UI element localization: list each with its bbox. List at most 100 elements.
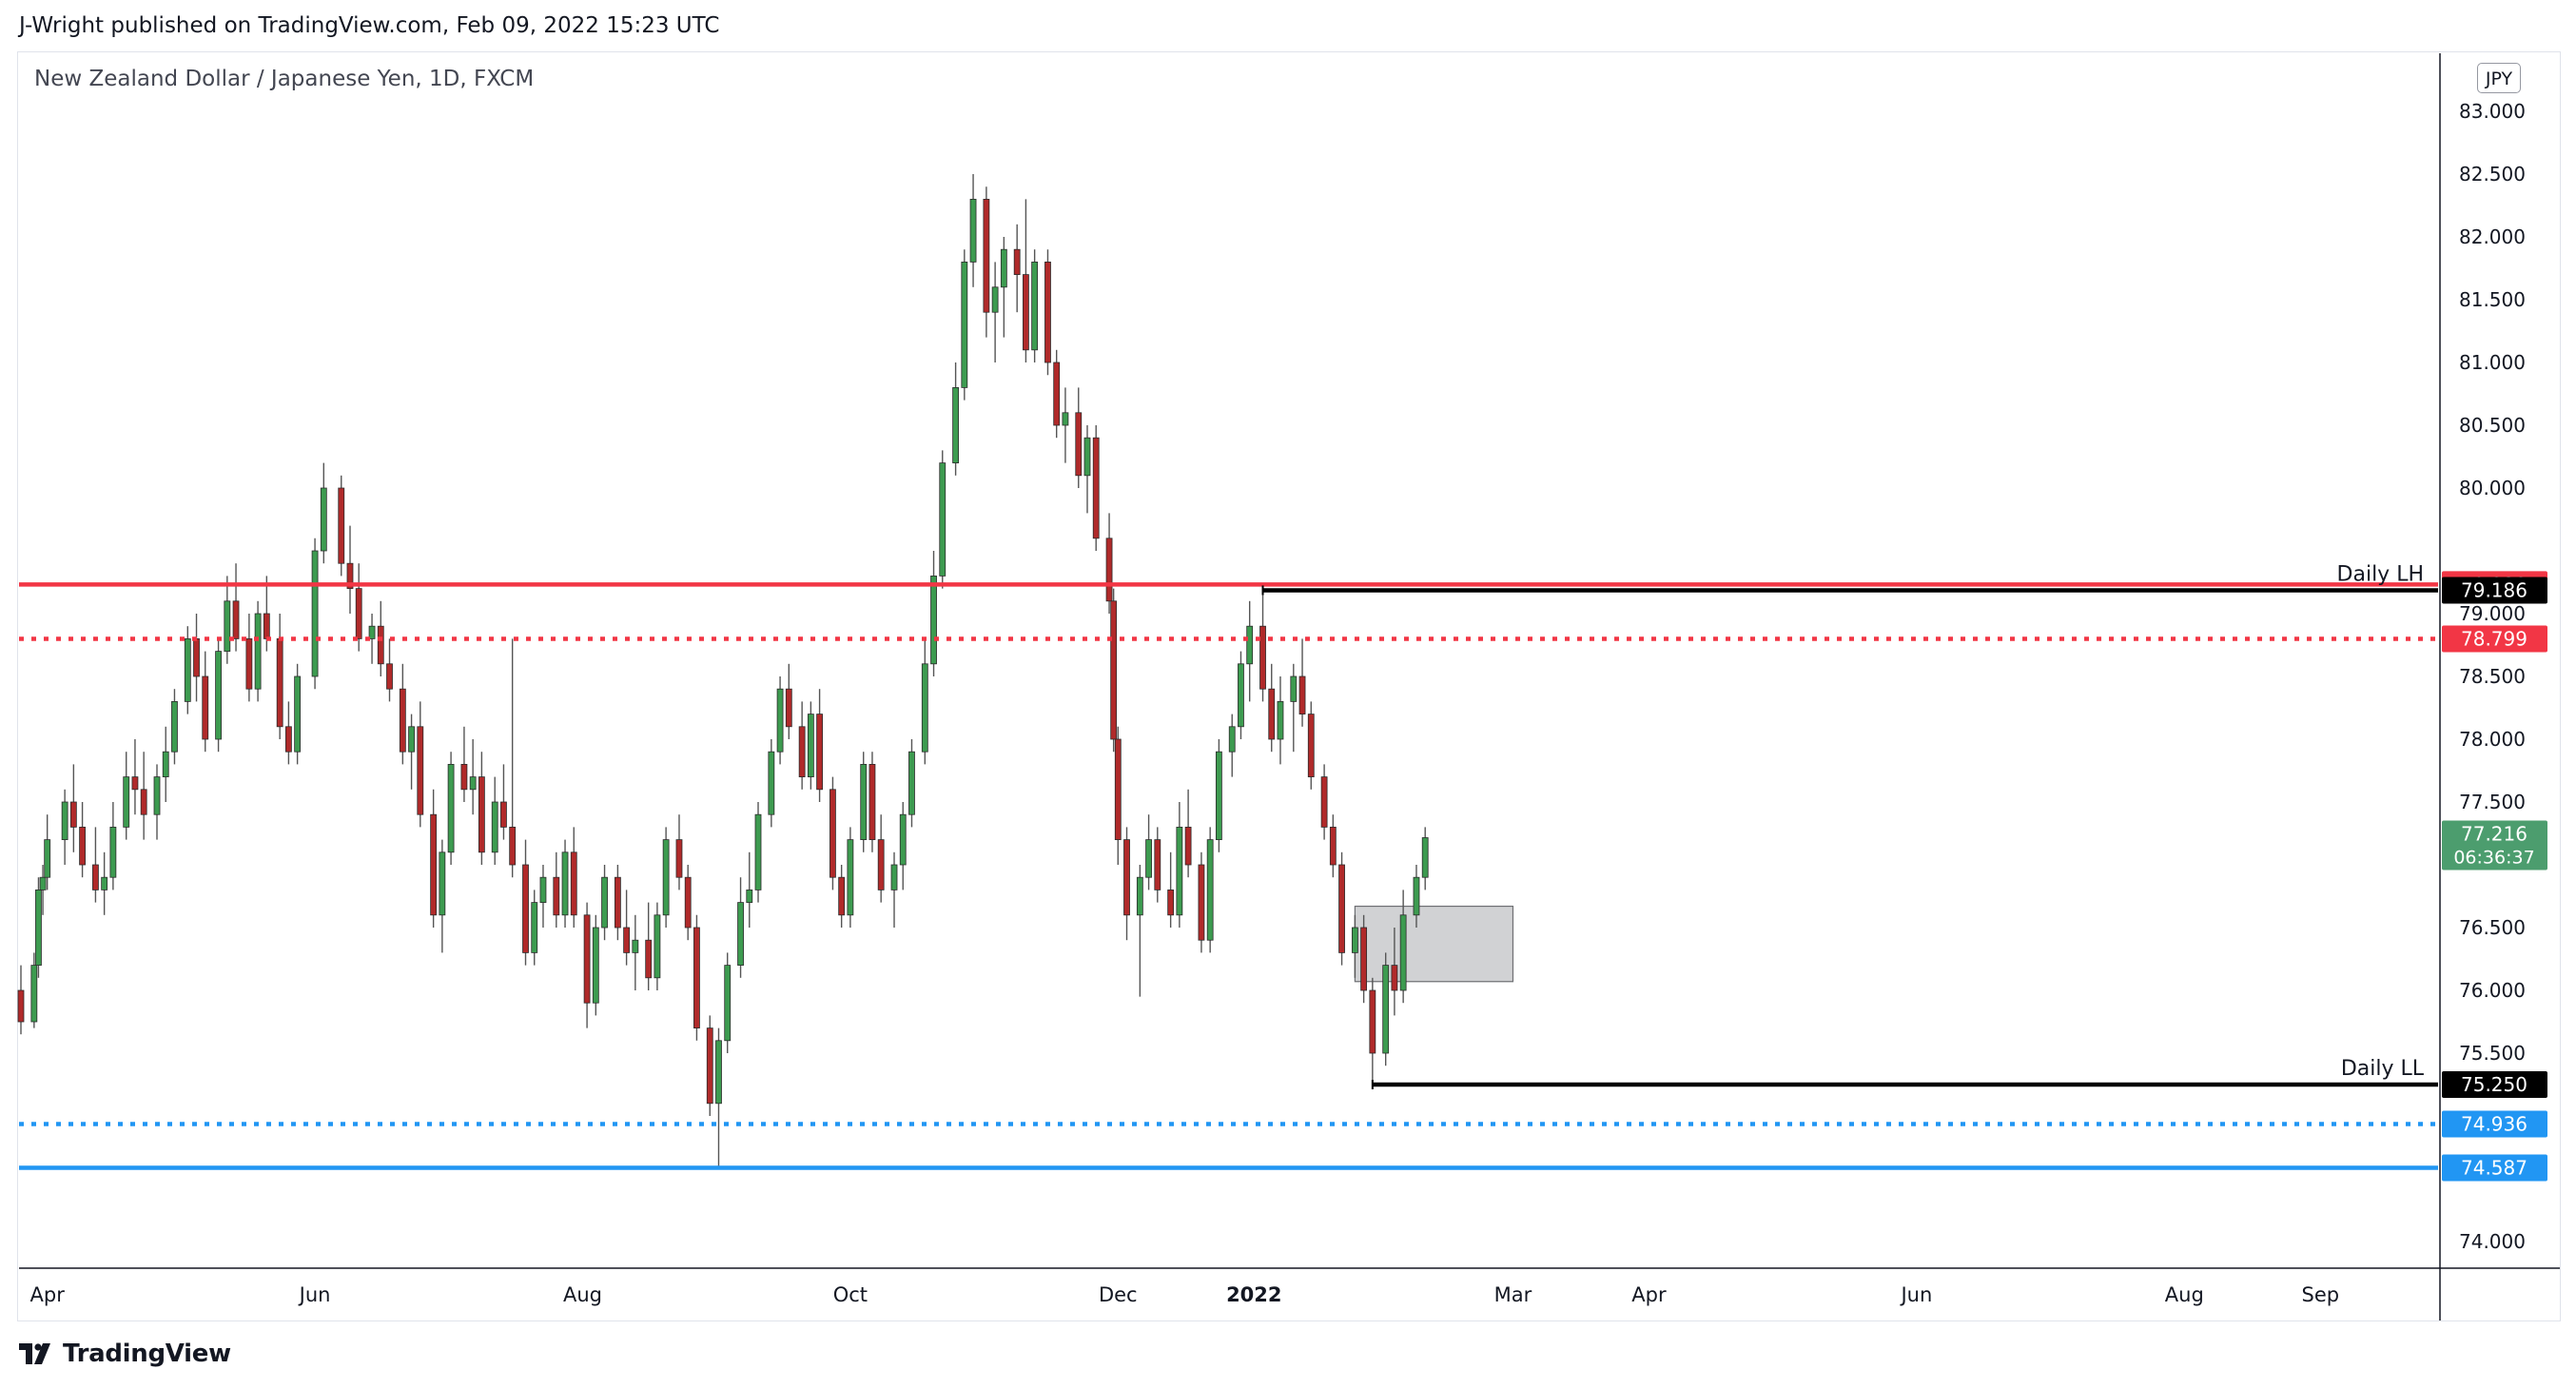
candle-body xyxy=(1228,726,1236,753)
candle-body xyxy=(939,462,946,577)
y-tick-label: 76.000 xyxy=(2459,979,2526,1002)
candle-body xyxy=(386,663,393,690)
candle-body xyxy=(1369,989,1376,1054)
candle-body xyxy=(184,638,191,702)
candle-body xyxy=(583,914,591,1004)
candle-body xyxy=(816,714,823,791)
y-tick-label: 75.500 xyxy=(2459,1042,2526,1065)
candle-body xyxy=(1184,827,1192,866)
candle-body xyxy=(654,914,661,979)
axes-layer: 74.000 75.500 76.000 76.500 77.500 78.000 78.5… xyxy=(19,53,2560,1321)
candle-body xyxy=(491,801,498,853)
tradingview-wordmark: TradingView xyxy=(63,1340,231,1368)
candle-body xyxy=(785,688,792,728)
chart-frame xyxy=(17,51,2561,1321)
y-tick-label: 74.000 xyxy=(2459,1230,2526,1253)
candle-body xyxy=(39,876,47,890)
candle-body xyxy=(368,625,376,639)
candle-body xyxy=(69,801,77,828)
candle-body xyxy=(193,638,200,677)
y-tick-label: 79.000 xyxy=(2459,602,2526,625)
x-tick-label: Aug xyxy=(2165,1283,2204,1306)
candle-body xyxy=(715,1040,722,1105)
candle-body xyxy=(123,776,130,828)
x-tick-label: Oct xyxy=(833,1283,868,1306)
tradingview-logo[interactable]: TradingView xyxy=(19,1340,231,1368)
y-tick-label: 82.500 xyxy=(2459,163,2526,186)
candle-body xyxy=(153,776,161,815)
candle-body xyxy=(969,198,977,263)
candle-body xyxy=(1238,663,1244,728)
x-tick-label: Jun xyxy=(1899,1283,1932,1306)
candle-body xyxy=(109,827,117,878)
candle-body xyxy=(131,776,139,791)
candle-body xyxy=(1391,965,1398,991)
price-tag-label: 74.587 xyxy=(2461,1157,2527,1180)
candle-body xyxy=(245,638,253,690)
candle-body xyxy=(417,726,424,815)
candle-body xyxy=(890,864,898,890)
candle-body xyxy=(860,764,868,841)
candle-body xyxy=(1413,876,1420,916)
y-tick-label: 83.000 xyxy=(2459,100,2526,123)
candle-body xyxy=(408,726,415,753)
currency-button[interactable]: JPY xyxy=(2477,63,2521,93)
candle-body xyxy=(202,675,209,740)
candle-body xyxy=(737,902,744,966)
price-tag xyxy=(2442,1154,2547,1182)
x-tick-label: Mar xyxy=(1494,1283,1532,1306)
candle-body xyxy=(320,487,327,552)
daily-level-label: Daily LH xyxy=(2337,562,2424,586)
price-tag-label: 75.250 xyxy=(2461,1073,2527,1096)
candle-body xyxy=(1246,625,1254,665)
candle-body xyxy=(215,651,222,740)
candle-body xyxy=(539,876,547,904)
candle-body xyxy=(1105,538,1113,602)
candle-body xyxy=(294,675,302,753)
candle-body xyxy=(623,927,631,953)
candle-body xyxy=(601,876,608,929)
candle-body xyxy=(1062,412,1069,426)
candle-body xyxy=(224,600,231,652)
candle-body xyxy=(30,965,38,1023)
candle-body xyxy=(346,562,354,590)
daily-level-label: Daily LL xyxy=(2341,1057,2425,1081)
countdown-label: 06:36:37 xyxy=(2453,847,2534,868)
price-tag xyxy=(2442,1071,2547,1098)
price-tag-label: 79.186 xyxy=(2461,578,2527,601)
candle-body xyxy=(35,890,42,967)
zones-layer xyxy=(1354,905,1514,983)
candle-body xyxy=(478,776,485,853)
candle-body xyxy=(798,726,806,777)
candle-body xyxy=(500,801,507,828)
y-tick-label: 81.500 xyxy=(2459,288,2526,311)
candle-body xyxy=(1329,827,1337,866)
x-tick-label: Apr xyxy=(30,1283,66,1306)
candle-body xyxy=(1092,437,1100,539)
candle-body xyxy=(983,198,990,313)
publish-info: J-Wright published on TradingView.com, F… xyxy=(19,13,720,38)
candle-body xyxy=(1154,839,1161,890)
candle-body xyxy=(991,286,999,313)
candle-body xyxy=(1307,714,1315,777)
x-tick-label: Aug xyxy=(563,1283,602,1306)
price-tag xyxy=(2442,1110,2547,1138)
candle-body xyxy=(101,876,108,890)
candle-body xyxy=(838,876,846,916)
candle-body xyxy=(877,839,885,890)
candle-body xyxy=(285,726,292,753)
candle-body xyxy=(553,876,560,916)
tradingview-icon xyxy=(19,1343,50,1364)
candle-body xyxy=(1136,876,1143,916)
candle-body xyxy=(447,764,455,853)
candle-body xyxy=(645,939,653,979)
candle-body xyxy=(561,851,569,916)
candle-body xyxy=(1421,837,1429,878)
candle-body xyxy=(1206,839,1214,941)
candle-body xyxy=(1215,751,1222,841)
candle-body xyxy=(399,688,406,753)
price-tag-label: 77.216 xyxy=(2461,822,2527,845)
candle-body xyxy=(1338,864,1345,953)
candle-body xyxy=(1013,248,1021,276)
